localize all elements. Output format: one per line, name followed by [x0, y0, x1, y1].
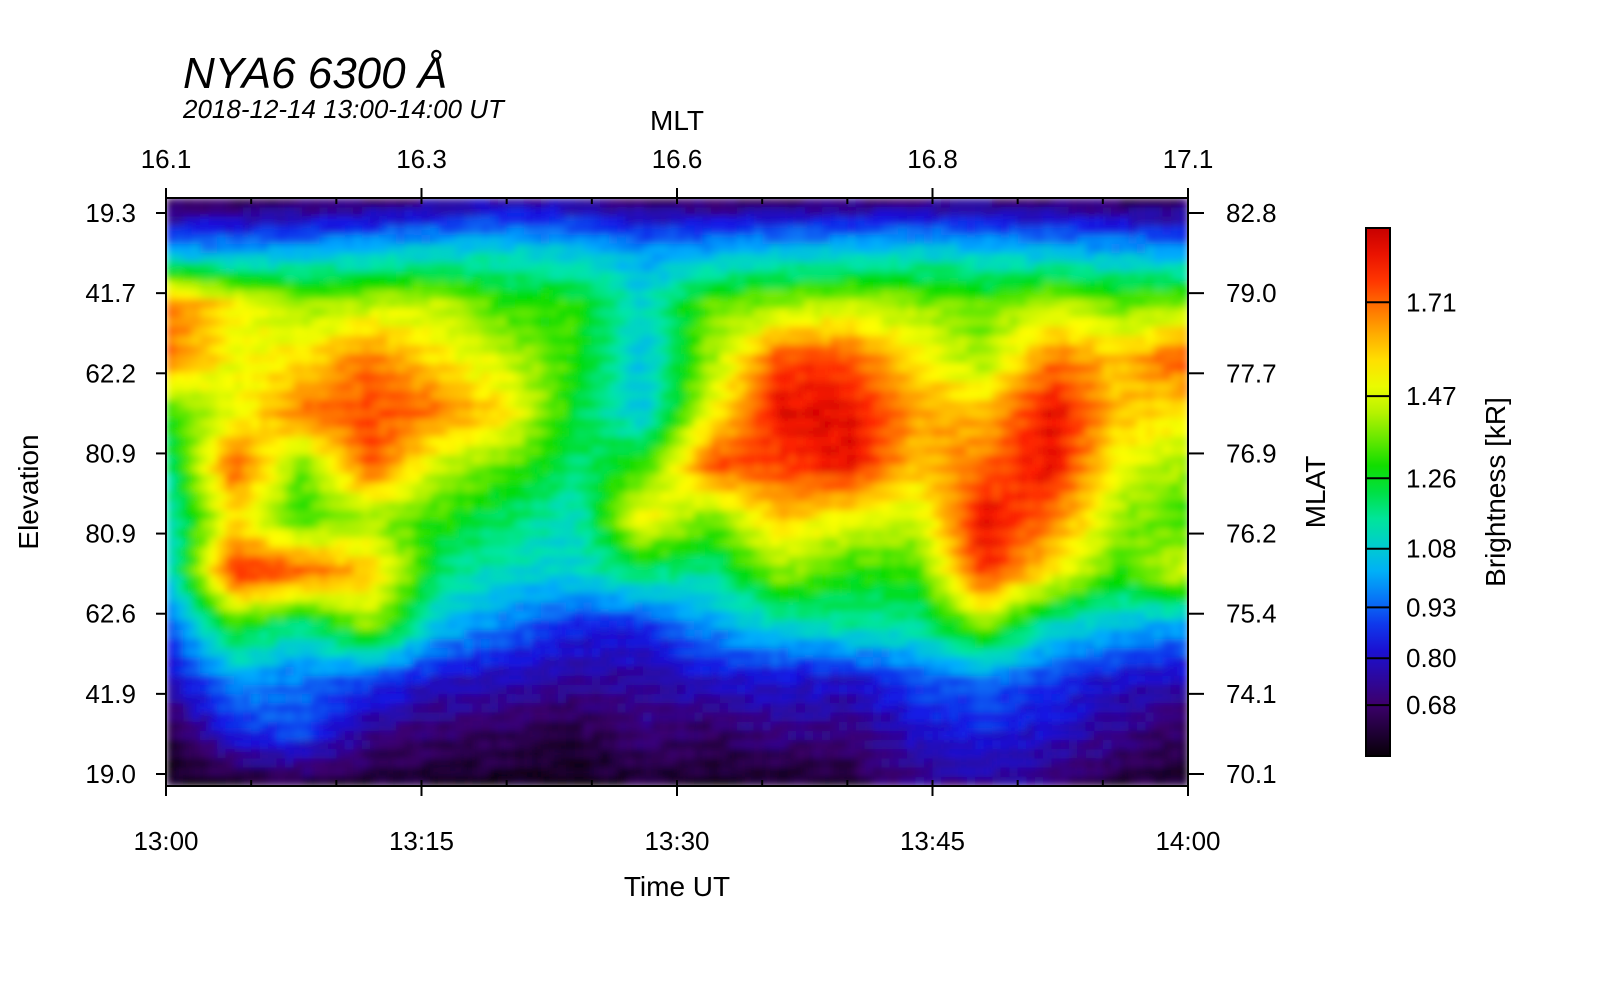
colorbar-label: Brightness [kR]: [1480, 397, 1511, 587]
colorbar-tick-label: 1.71: [1406, 287, 1457, 317]
y-tick-label-right: 74.1: [1226, 679, 1277, 709]
colorbar-tick-label: 1.47: [1406, 381, 1457, 411]
colorbar: [1365, 227, 1391, 757]
x-axis-label-bottom: Time UT: [624, 871, 730, 902]
x-tick-label-bottom: 13:45: [900, 826, 965, 856]
chart-subtitle: 2018-12-14 13:00-14:00 UT: [182, 94, 506, 124]
colorbar-tick-label: 1.08: [1406, 534, 1457, 564]
y-tick-label-right: 76.9: [1226, 438, 1277, 468]
y-tick-label-right: 76.2: [1226, 519, 1277, 549]
x-tick-label-top: 16.1: [141, 144, 192, 174]
x-tick-label-bottom: 13:30: [644, 826, 709, 856]
y-tick-label-left: 62.2: [85, 358, 136, 388]
colorbar-tick-label: 0.80: [1406, 643, 1457, 673]
y-tick-label-left: 41.7: [85, 278, 136, 308]
y-tick-label-right: 77.7: [1226, 358, 1277, 388]
y-axis-label-right: MLAT: [1300, 456, 1331, 529]
y-tick-label-left: 80.9: [85, 519, 136, 549]
y-tick-label-left: 19.3: [85, 198, 136, 228]
x-tick-label-top: 16.6: [652, 144, 703, 174]
y-tick-label-right: 79.0: [1226, 278, 1277, 308]
x-tick-label-bottom: 14:00: [1155, 826, 1220, 856]
y-axis-label-left: Elevation: [13, 434, 44, 549]
colorbar-tick-label: 0.68: [1406, 690, 1457, 720]
y-tick-label-left: 19.0: [85, 759, 136, 789]
x-tick-label-top: 17.1: [1163, 144, 1214, 174]
x-tick-label-top: 16.3: [396, 144, 447, 174]
x-axis-label-top: MLT: [650, 105, 704, 136]
x-tick-label-bottom: 13:15: [389, 826, 454, 856]
y-tick-label-left: 80.9: [85, 438, 136, 468]
colorbar-tick-label: 0.93: [1406, 592, 1457, 622]
chart-title: NYA6 6300 Å: [183, 49, 447, 98]
colorbar-tick-label: 1.26: [1406, 463, 1457, 493]
y-tick-label-right: 82.8: [1226, 198, 1277, 228]
y-tick-label-left: 62.6: [85, 599, 136, 629]
x-tick-label-bottom: 13:00: [133, 826, 198, 856]
y-tick-label-right: 70.1: [1226, 759, 1277, 789]
heatmap-image: [166, 198, 1188, 786]
y-tick-label-right: 75.4: [1226, 599, 1277, 629]
x-tick-label-top: 16.8: [907, 144, 958, 174]
y-tick-label-left: 41.9: [85, 679, 136, 709]
